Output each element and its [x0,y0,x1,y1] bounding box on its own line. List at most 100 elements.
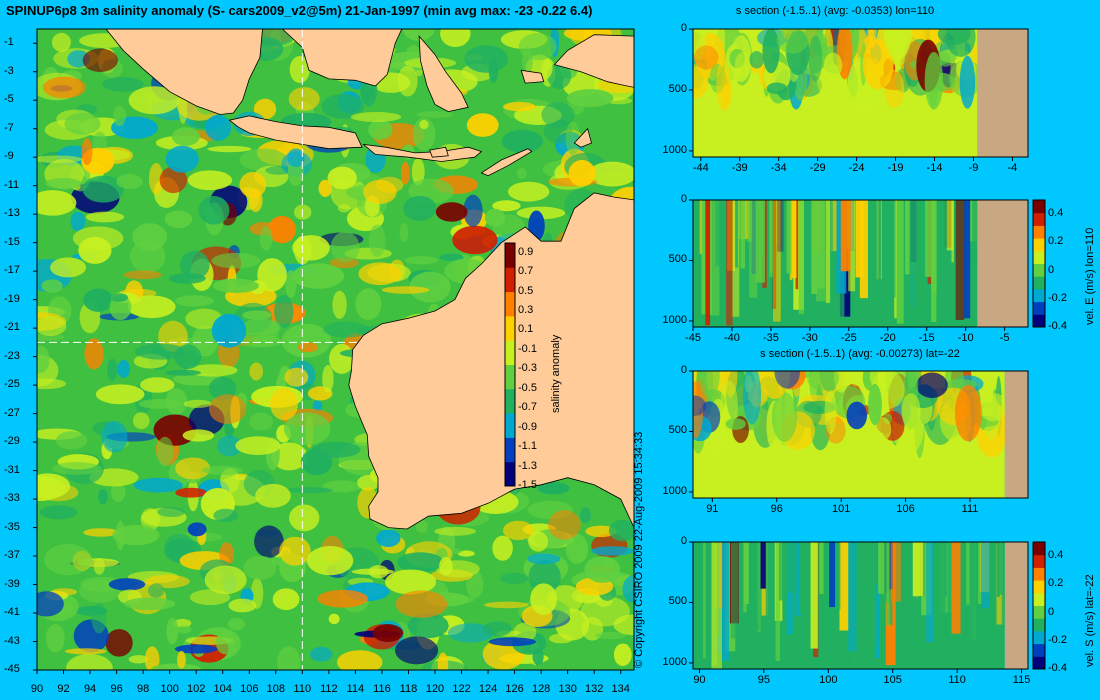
salinity-patch [144,646,160,670]
salinity-patch [503,101,536,112]
velocity-band [786,200,793,274]
velocity-band [848,542,857,652]
map-x-tick-label: 120 [425,683,445,695]
section-x-tick-label: 111 [961,503,979,515]
section-colorbar-step [1033,554,1045,568]
salinity-patch [483,621,512,637]
s-section-lat-22-title: s section (-1.5..1) (avg: -0.00273) lat=… [760,348,960,360]
salinity-patch [452,225,498,255]
section-colorbar-tick-label: 0.2 [1048,235,1064,248]
salinity-patch [134,343,186,360]
map-colorbar-frame [504,242,516,487]
velocity-band [969,542,978,661]
velocity-band [919,200,928,322]
salinity-patch [174,295,214,307]
salinity-patch [98,488,108,505]
map-colorbar-label: salinity anomaly [550,334,562,413]
salinity-patch [945,29,976,57]
map-y-tick-label: -35 [4,520,20,533]
salinity-patch [284,367,309,387]
salinity-patch [585,525,617,538]
s-section-lat-22-frame [692,370,1029,499]
salinity-patch [766,82,787,95]
salinity-patch [776,29,809,54]
salinity-patch [846,401,868,430]
salinity-patch [916,372,948,398]
salinity-patch [274,294,294,329]
salinity-patch [321,93,364,119]
salinity-patch [397,552,444,573]
salinity-patch [771,392,798,442]
salinity-patch [281,323,332,358]
map-y-tick-label: -37 [4,549,20,562]
salinity-patch [82,48,118,73]
map-x-tick-label: 134 [611,683,630,695]
velocity-band [951,200,954,263]
salinity-patch [267,215,296,244]
salinity-patch [292,263,345,289]
salinity-patch [201,465,243,475]
salinity-patch [42,76,86,99]
section-colorbar-tick-label: -0.2 [1048,633,1067,646]
salinity-patch [513,622,537,642]
salinity-patch [102,76,144,92]
velocity-band [839,542,849,631]
salinity-patch [317,589,368,608]
velocity-band [746,200,753,242]
salinity-patch [248,188,263,213]
velocity-band [705,200,711,326]
salinity-patch [93,558,105,575]
land-polygon-1 [105,29,263,115]
salinity-patch [824,390,837,435]
map-x-tick-label: 114 [346,683,365,695]
salinity-patch [463,194,483,227]
salinity-patch [279,536,311,566]
map-y-tick-label: -17 [4,264,20,277]
land-polygon-10 [573,127,592,148]
salinity-patch [176,650,186,669]
salinity-patch [415,519,428,534]
section-colorbar-frame [1032,541,1046,670]
salinity-patch [464,45,509,73]
salinity-patch [350,111,402,123]
land-polygon-0 [348,192,634,530]
velocity-band [816,200,825,289]
map-colorbar-step [505,437,515,463]
salinity-patch [808,35,823,82]
salinity-patch [329,343,355,374]
salinity-patch [368,565,389,579]
salinity-patch [175,487,207,498]
salinity-patch [884,29,911,61]
map-colorbar-step [505,243,515,268]
velocity-band [878,200,881,295]
section-y-tick-label: 1000 [662,655,687,668]
section-x-tick-label: -24 [848,162,865,174]
section-y-tick-label: 0 [680,535,687,547]
salinity-patch [239,148,288,171]
salinity-patch [187,170,233,191]
salinity-patch [749,50,764,69]
velocity-band [765,542,769,637]
velocity-band [780,200,785,300]
velocity-band [794,542,802,617]
land-polygon-7 [418,34,469,113]
salinity-patch [297,342,319,353]
map-colorbar-tick-label: -1.1 [518,440,537,453]
salinity-patch [174,344,202,370]
velocity-band [887,200,896,298]
salinity-patch [528,531,549,552]
map-colorbar-step [505,413,515,438]
velocity-band [859,200,869,299]
section-colorbar-step [1033,630,1045,645]
salinity-patch [395,590,448,618]
section-colorbar-step [1033,656,1045,670]
section-x-tick-label: -25 [840,332,857,344]
salinity-patch [439,556,453,576]
salinity-patch [215,630,235,655]
salinity-patch [499,572,529,585]
salinity-patch [44,544,93,576]
section-x-tick-label: 90 [693,674,706,686]
velocity-band [963,200,971,319]
salinity-patch [954,385,982,442]
velocity-band [926,542,934,643]
